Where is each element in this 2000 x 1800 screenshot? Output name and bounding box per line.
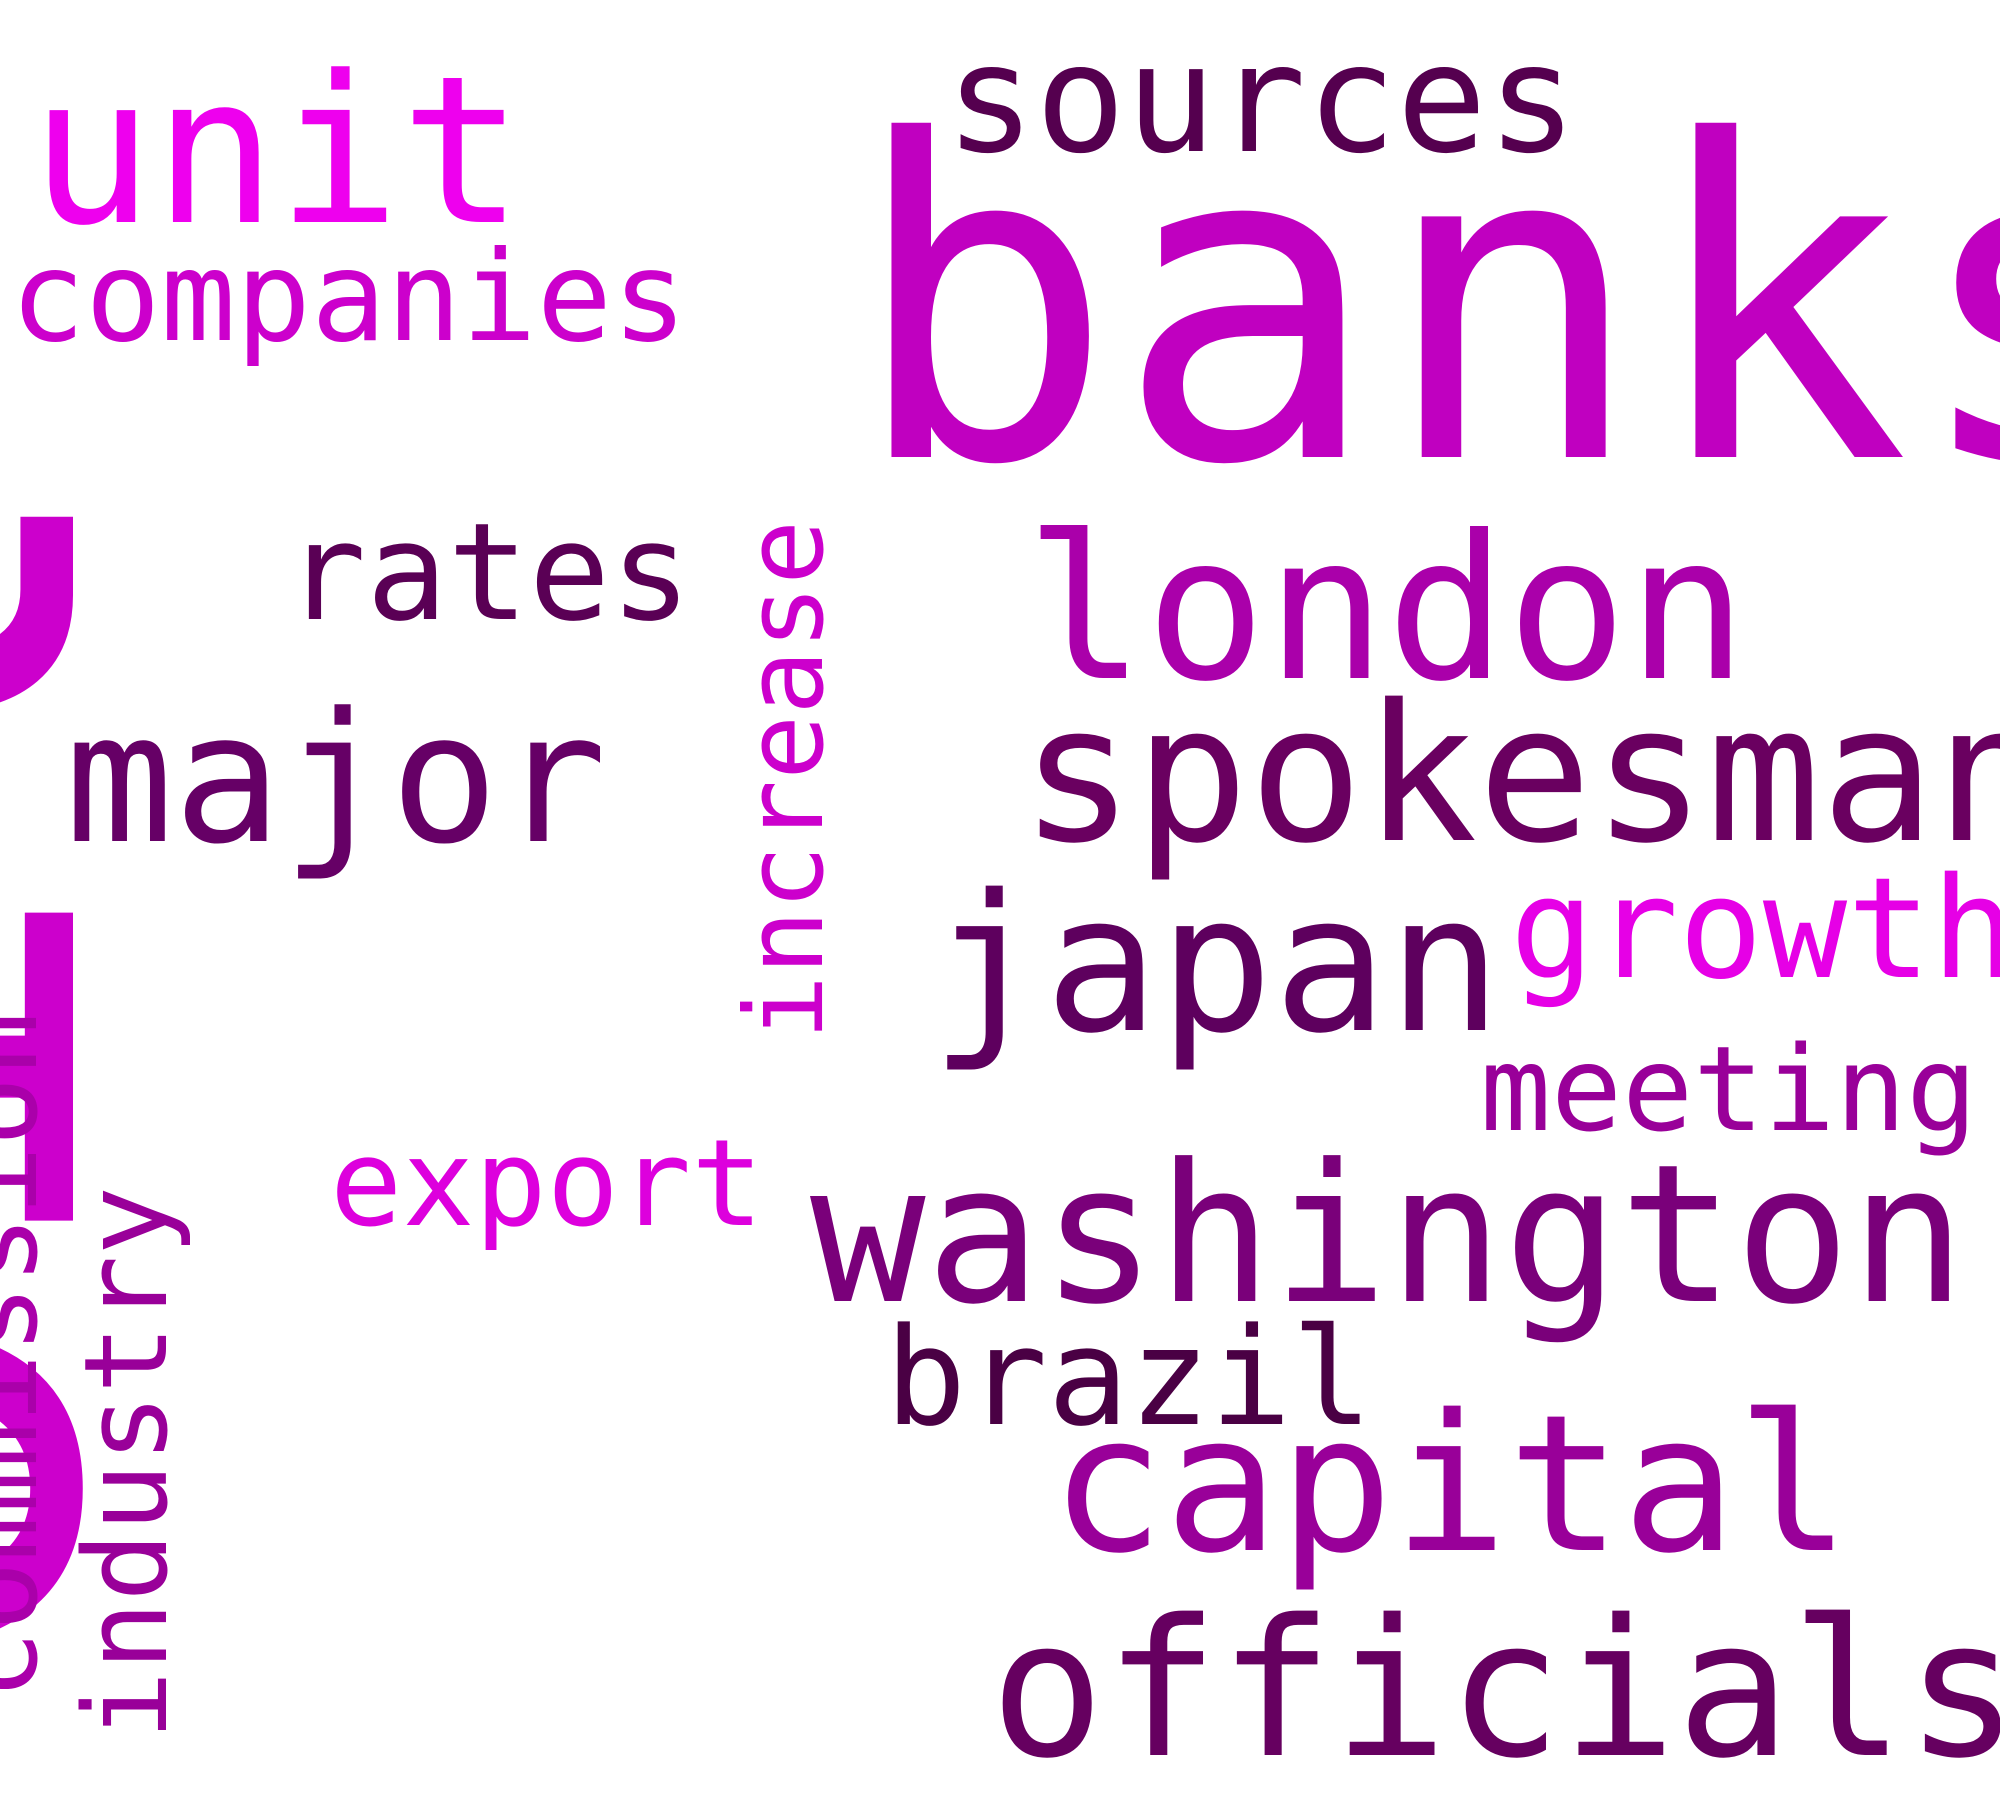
word-capital: capital [1050, 1374, 1851, 1595]
word-washington: washington [810, 1124, 1966, 1347]
word-export: export [330, 1115, 764, 1254]
word-unit: unit [30, 33, 524, 271]
word-major: major [65, 675, 607, 884]
word-sources: sources [945, 13, 1578, 187]
word-spokesman: spokesman [1020, 664, 2000, 885]
word-industry: industry [60, 1186, 194, 1740]
word-japan: japan [930, 854, 1502, 1075]
word-increase: increase [723, 519, 848, 1040]
word-meeting: meeting [1480, 1020, 1978, 1158]
word-brazil: brazil [885, 1299, 1373, 1456]
word-growth: growth [1510, 848, 2000, 1011]
word-commission: commission [0, 1007, 64, 1700]
word-london: london [1025, 493, 1748, 726]
word-companies: companies [10, 225, 688, 370]
word-officials: officials [990, 1579, 2000, 1800]
word-rates: rates [285, 494, 692, 651]
